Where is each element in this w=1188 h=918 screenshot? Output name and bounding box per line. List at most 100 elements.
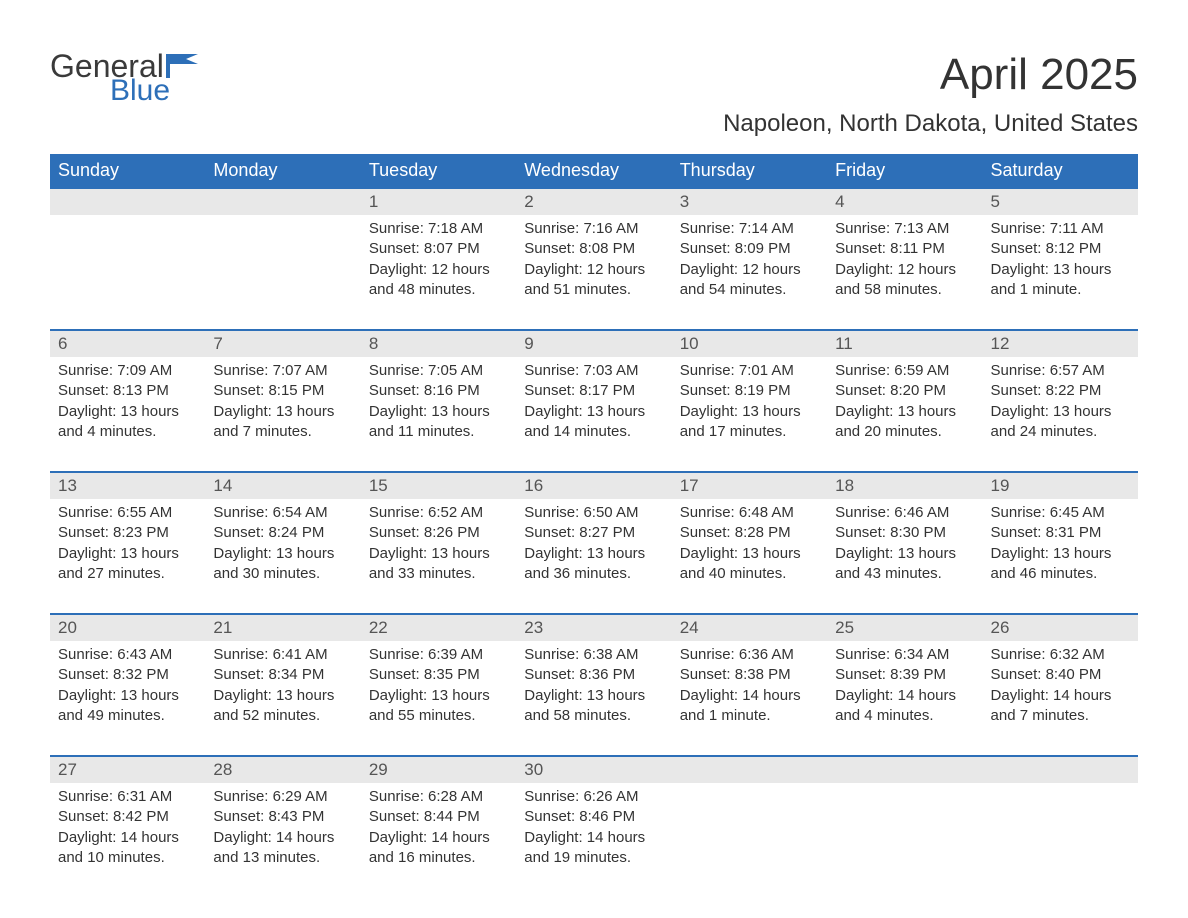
day-content: Sunrise: 7:03 AMSunset: 8:17 PMDaylight:… <box>516 357 671 450</box>
daylight-text-line2: and 14 minutes. <box>524 422 663 442</box>
sunset-text: Sunset: 8:28 PM <box>680 523 819 543</box>
sunset-text: Sunset: 8:08 PM <box>524 239 663 259</box>
daylight-text-line2: and 30 minutes. <box>213 564 352 584</box>
sunrise-text: Sunrise: 7:14 AM <box>680 219 819 239</box>
sunrise-text: Sunrise: 6:36 AM <box>680 645 819 665</box>
day-number: 2 <box>516 189 671 215</box>
calendar-day-cell: 13Sunrise: 6:55 AMSunset: 8:23 PMDayligh… <box>50 472 205 614</box>
daylight-text-line2: and 4 minutes. <box>58 422 197 442</box>
daylight-text-line2: and 1 minute. <box>680 706 819 726</box>
sunrise-text: Sunrise: 7:16 AM <box>524 219 663 239</box>
calendar-day-cell: 4Sunrise: 7:13 AMSunset: 8:11 PMDaylight… <box>827 188 982 330</box>
daylight-text-line1: Daylight: 14 hours <box>524 828 663 848</box>
day-number-empty <box>205 189 360 215</box>
daylight-text-line2: and 7 minutes. <box>213 422 352 442</box>
daylight-text-line1: Daylight: 13 hours <box>524 686 663 706</box>
day-content: Sunrise: 7:11 AMSunset: 8:12 PMDaylight:… <box>983 215 1138 308</box>
calendar-week-row: 6Sunrise: 7:09 AMSunset: 8:13 PMDaylight… <box>50 330 1138 472</box>
day-number: 27 <box>50 757 205 783</box>
daylight-text-line2: and 46 minutes. <box>991 564 1130 584</box>
calendar-day-cell: 11Sunrise: 6:59 AMSunset: 8:20 PMDayligh… <box>827 330 982 472</box>
day-content: Sunrise: 6:43 AMSunset: 8:32 PMDaylight:… <box>50 641 205 734</box>
sunset-text: Sunset: 8:31 PM <box>991 523 1130 543</box>
sunset-text: Sunset: 8:43 PM <box>213 807 352 827</box>
daylight-text-line1: Daylight: 13 hours <box>680 544 819 564</box>
day-number: 24 <box>672 615 827 641</box>
weekday-header: Friday <box>827 154 982 188</box>
daylight-text-line1: Daylight: 13 hours <box>58 686 197 706</box>
sunset-text: Sunset: 8:19 PM <box>680 381 819 401</box>
sunrise-text: Sunrise: 6:59 AM <box>835 361 974 381</box>
daylight-text-line2: and 24 minutes. <box>991 422 1130 442</box>
day-number: 7 <box>205 331 360 357</box>
sunrise-text: Sunrise: 7:03 AM <box>524 361 663 381</box>
sunset-text: Sunset: 8:44 PM <box>369 807 508 827</box>
sunset-text: Sunset: 8:36 PM <box>524 665 663 685</box>
sunset-text: Sunset: 8:15 PM <box>213 381 352 401</box>
sunset-text: Sunset: 8:24 PM <box>213 523 352 543</box>
day-number: 26 <box>983 615 1138 641</box>
sunrise-text: Sunrise: 6:31 AM <box>58 787 197 807</box>
sunset-text: Sunset: 8:17 PM <box>524 381 663 401</box>
day-content: Sunrise: 6:50 AMSunset: 8:27 PMDaylight:… <box>516 499 671 592</box>
day-content: Sunrise: 6:52 AMSunset: 8:26 PMDaylight:… <box>361 499 516 592</box>
daylight-text-line1: Daylight: 13 hours <box>369 544 508 564</box>
daylight-text-line2: and 13 minutes. <box>213 848 352 868</box>
calendar-day-cell: 10Sunrise: 7:01 AMSunset: 8:19 PMDayligh… <box>672 330 827 472</box>
sunrise-text: Sunrise: 6:48 AM <box>680 503 819 523</box>
day-content: Sunrise: 6:54 AMSunset: 8:24 PMDaylight:… <box>205 499 360 592</box>
day-number: 8 <box>361 331 516 357</box>
weekday-header: Thursday <box>672 154 827 188</box>
sunrise-text: Sunrise: 7:07 AM <box>213 361 352 381</box>
sunrise-text: Sunrise: 7:18 AM <box>369 219 508 239</box>
sunrise-text: Sunrise: 7:05 AM <box>369 361 508 381</box>
day-content: Sunrise: 6:46 AMSunset: 8:30 PMDaylight:… <box>827 499 982 592</box>
sunrise-text: Sunrise: 6:38 AM <box>524 645 663 665</box>
day-content: Sunrise: 6:59 AMSunset: 8:20 PMDaylight:… <box>827 357 982 450</box>
day-number: 30 <box>516 757 671 783</box>
sunset-text: Sunset: 8:20 PM <box>835 381 974 401</box>
calendar-header: SundayMondayTuesdayWednesdayThursdayFrid… <box>50 154 1138 188</box>
calendar-day-cell: 20Sunrise: 6:43 AMSunset: 8:32 PMDayligh… <box>50 614 205 756</box>
calendar-day-cell: 12Sunrise: 6:57 AMSunset: 8:22 PMDayligh… <box>983 330 1138 472</box>
day-number: 21 <box>205 615 360 641</box>
day-content: Sunrise: 6:55 AMSunset: 8:23 PMDaylight:… <box>50 499 205 592</box>
day-number: 25 <box>827 615 982 641</box>
daylight-text-line1: Daylight: 12 hours <box>680 260 819 280</box>
day-number: 18 <box>827 473 982 499</box>
day-number-empty <box>672 757 827 783</box>
day-content: Sunrise: 6:36 AMSunset: 8:38 PMDaylight:… <box>672 641 827 734</box>
daylight-text-line1: Daylight: 13 hours <box>524 402 663 422</box>
calendar-day-cell: 21Sunrise: 6:41 AMSunset: 8:34 PMDayligh… <box>205 614 360 756</box>
calendar-day-cell: 23Sunrise: 6:38 AMSunset: 8:36 PMDayligh… <box>516 614 671 756</box>
sunset-text: Sunset: 8:38 PM <box>680 665 819 685</box>
sunrise-text: Sunrise: 6:41 AM <box>213 645 352 665</box>
daylight-text-line1: Daylight: 14 hours <box>835 686 974 706</box>
calendar-day-cell <box>50 188 205 330</box>
day-content: Sunrise: 7:16 AMSunset: 8:08 PMDaylight:… <box>516 215 671 308</box>
calendar-day-cell: 9Sunrise: 7:03 AMSunset: 8:17 PMDaylight… <box>516 330 671 472</box>
page-title: April 2025 <box>940 50 1138 100</box>
sunset-text: Sunset: 8:32 PM <box>58 665 197 685</box>
day-content: Sunrise: 6:28 AMSunset: 8:44 PMDaylight:… <box>361 783 516 876</box>
day-number-empty <box>827 757 982 783</box>
sunset-text: Sunset: 8:16 PM <box>369 381 508 401</box>
day-number-empty <box>50 189 205 215</box>
day-content: Sunrise: 7:14 AMSunset: 8:09 PMDaylight:… <box>672 215 827 308</box>
daylight-text-line1: Daylight: 13 hours <box>213 544 352 564</box>
calendar-day-cell: 2Sunrise: 7:16 AMSunset: 8:08 PMDaylight… <box>516 188 671 330</box>
day-number: 15 <box>361 473 516 499</box>
sunrise-text: Sunrise: 6:29 AM <box>213 787 352 807</box>
sunset-text: Sunset: 8:40 PM <box>991 665 1130 685</box>
calendar-day-cell: 3Sunrise: 7:14 AMSunset: 8:09 PMDaylight… <box>672 188 827 330</box>
day-number: 9 <box>516 331 671 357</box>
calendar-day-cell <box>983 756 1138 898</box>
sunrise-text: Sunrise: 7:01 AM <box>680 361 819 381</box>
day-number: 13 <box>50 473 205 499</box>
sunrise-text: Sunrise: 6:28 AM <box>369 787 508 807</box>
sunset-text: Sunset: 8:35 PM <box>369 665 508 685</box>
sunset-text: Sunset: 8:30 PM <box>835 523 974 543</box>
sunrise-text: Sunrise: 6:55 AM <box>58 503 197 523</box>
weekday-header: Saturday <box>983 154 1138 188</box>
daylight-text-line1: Daylight: 13 hours <box>213 686 352 706</box>
